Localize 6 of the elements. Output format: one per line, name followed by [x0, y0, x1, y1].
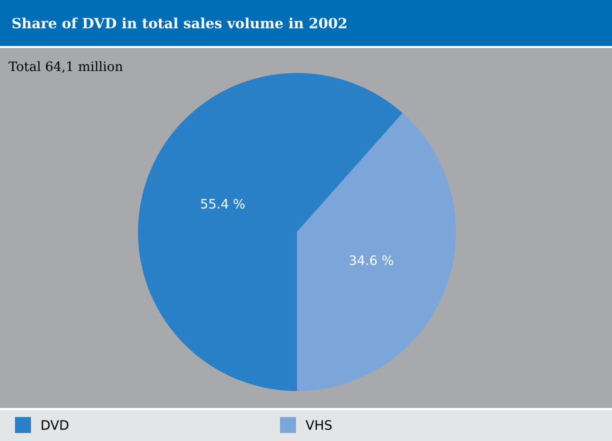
- data-label: 34.6 %: [350, 255, 394, 266]
- legend-label: VHS: [306, 420, 332, 430]
- chart-title: Share of DVD in total sales volume in 2002: [12, 18, 346, 28]
- data-label: 55.4 %: [201, 198, 245, 209]
- chart-subtitle: Total 64,1 million: [8, 61, 123, 73]
- legend-label: DVD: [42, 420, 68, 430]
